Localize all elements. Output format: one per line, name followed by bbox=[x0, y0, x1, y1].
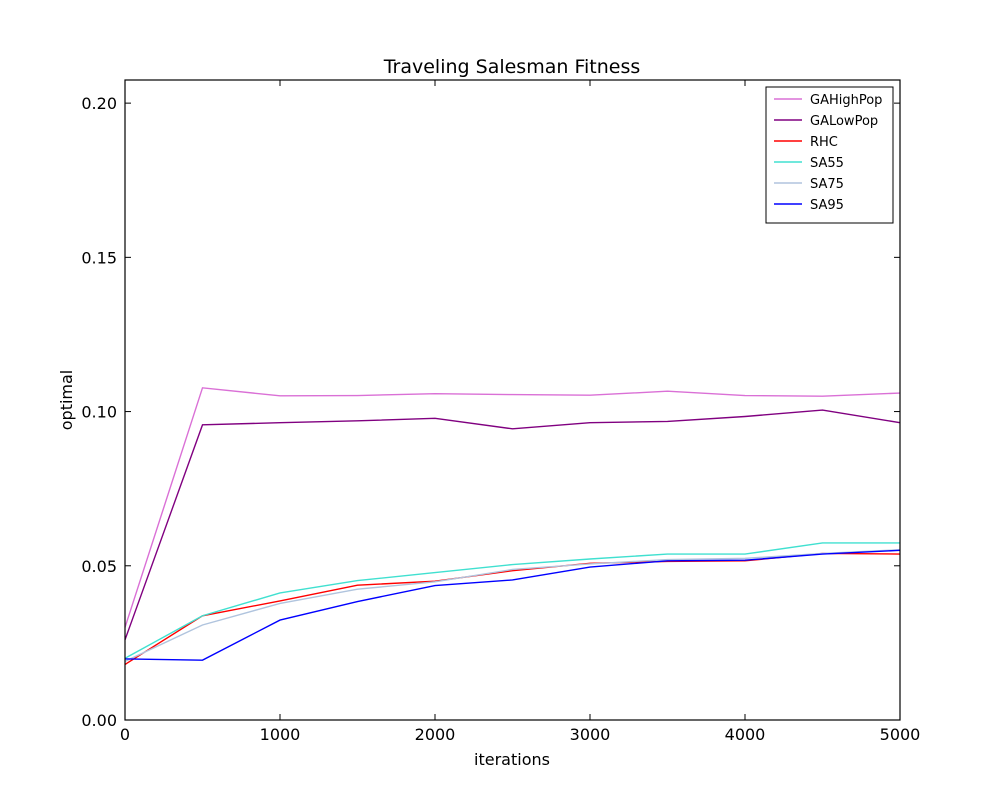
legend-label-rhc: RHC bbox=[810, 135, 838, 150]
x-tick-label: 0 bbox=[120, 725, 130, 744]
y-axis: 0.00 0.05 0.10 0.15 0.20 bbox=[81, 94, 900, 730]
plot-frame bbox=[124, 79, 901, 721]
x-tick-label: 5000 bbox=[880, 725, 921, 744]
y-tick-label: 0.15 bbox=[81, 248, 117, 267]
x-tick-label: 3000 bbox=[570, 725, 611, 744]
legend-label-galowpop: GALowPop bbox=[810, 114, 878, 129]
y-tick-label: 0.05 bbox=[81, 557, 117, 576]
series-line-galowpop bbox=[124, 409, 901, 641]
series-line-sa95 bbox=[124, 549, 901, 661]
y-tick-label: 0.10 bbox=[81, 403, 117, 422]
legend-label-sa95: SA95 bbox=[810, 198, 844, 213]
x-tick-label: 1000 bbox=[260, 725, 301, 744]
legend: GAHighPop GALowPop RHC SA55 SA75 SA95 bbox=[765, 86, 894, 224]
y-tick-label: 0.20 bbox=[81, 94, 117, 113]
plot-lines bbox=[124, 387, 901, 666]
y-axis-title: optimal bbox=[57, 370, 76, 431]
series-line-gahighpop bbox=[124, 387, 901, 628]
legend-label-sa75: SA75 bbox=[810, 177, 844, 192]
legend-label-gahighpop: GAHighPop bbox=[810, 93, 882, 108]
legend-box bbox=[765, 86, 894, 224]
x-axis: 0 1000 2000 3000 4000 5000 bbox=[120, 80, 920, 744]
x-tick-label: 2000 bbox=[415, 725, 456, 744]
y-tick-label: 0.00 bbox=[81, 711, 117, 730]
legend-label-sa55: SA55 bbox=[810, 156, 844, 171]
x-tick-label: 4000 bbox=[725, 725, 766, 744]
series-line-sa75 bbox=[124, 549, 901, 663]
chart-title: Traveling Salesman Fitness bbox=[383, 56, 641, 78]
x-axis-title: iterations bbox=[474, 750, 550, 769]
series-line-sa55 bbox=[124, 542, 900, 659]
